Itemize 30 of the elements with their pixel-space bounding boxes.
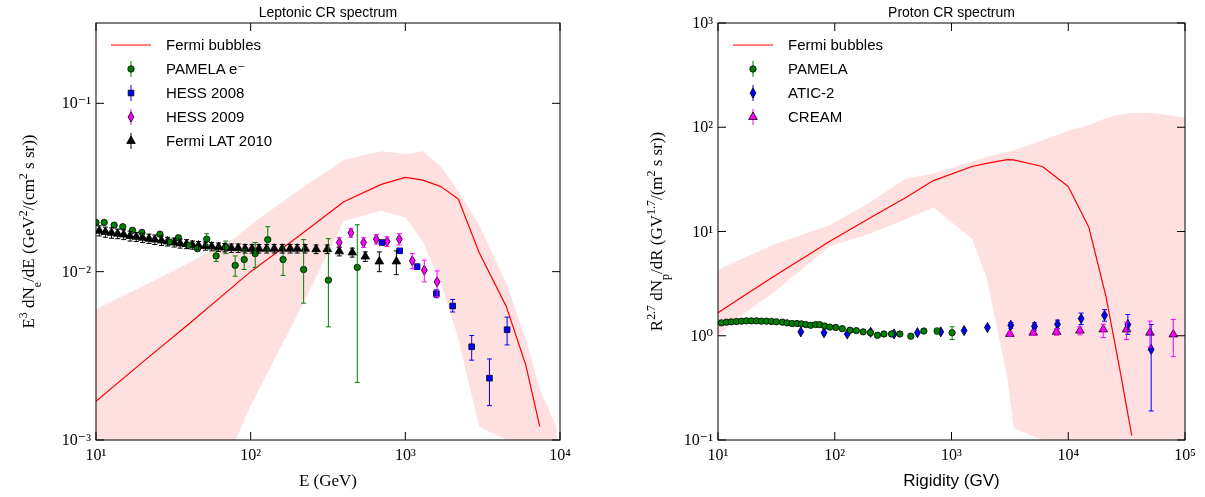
x-tick-label: 10⁴ (1057, 446, 1080, 463)
x-tick-label: 10⁴ (549, 446, 572, 463)
legend-label: CREAM (788, 108, 843, 125)
legend-label: Fermi bubbles (166, 36, 262, 53)
x-axis-title: E (GeV) (298, 471, 358, 490)
x-axis-title: Rigidity (GV) (903, 471, 1000, 490)
chart-title: Leptonic CR spectrum (258, 4, 398, 20)
y-tick-label: 10⁻³ (61, 431, 92, 448)
y-tick-label: 10⁰ (690, 326, 713, 344)
x-tick-label: 10¹ (707, 446, 729, 463)
legend-label: Fermi bubbles (788, 36, 884, 53)
chart-title: Proton CR spectrum (888, 4, 1015, 20)
y-tick-label: 10⁻¹ (683, 431, 714, 448)
legend-label: HESS 2009 (166, 108, 245, 125)
y-tick-label: 10⁻² (61, 262, 92, 280)
x-tick-label: 10¹ (85, 446, 107, 463)
legend-label: Fermi LAT 2010 (166, 132, 273, 149)
y-tick-label: 10² (692, 118, 714, 136)
x-tick-label: 10⁵ (1174, 446, 1196, 463)
legend-label: HESS 2008 (166, 84, 245, 101)
x-tick-label: 10³ (941, 446, 963, 463)
x-tick-label: 10² (824, 446, 846, 463)
x-tick-label: 10³ (394, 446, 416, 463)
legend-label: PAMELA e⁻ (166, 60, 246, 77)
x-tick-label: 10² (240, 446, 262, 463)
y-tick-label: 10⁻¹ (61, 94, 92, 112)
legend-label: ATIC-2 (788, 84, 835, 101)
y-tick-label: 10³ (692, 14, 714, 31)
y-tick-label: 10¹ (692, 222, 714, 240)
legend-label: PAMELA (788, 60, 848, 77)
